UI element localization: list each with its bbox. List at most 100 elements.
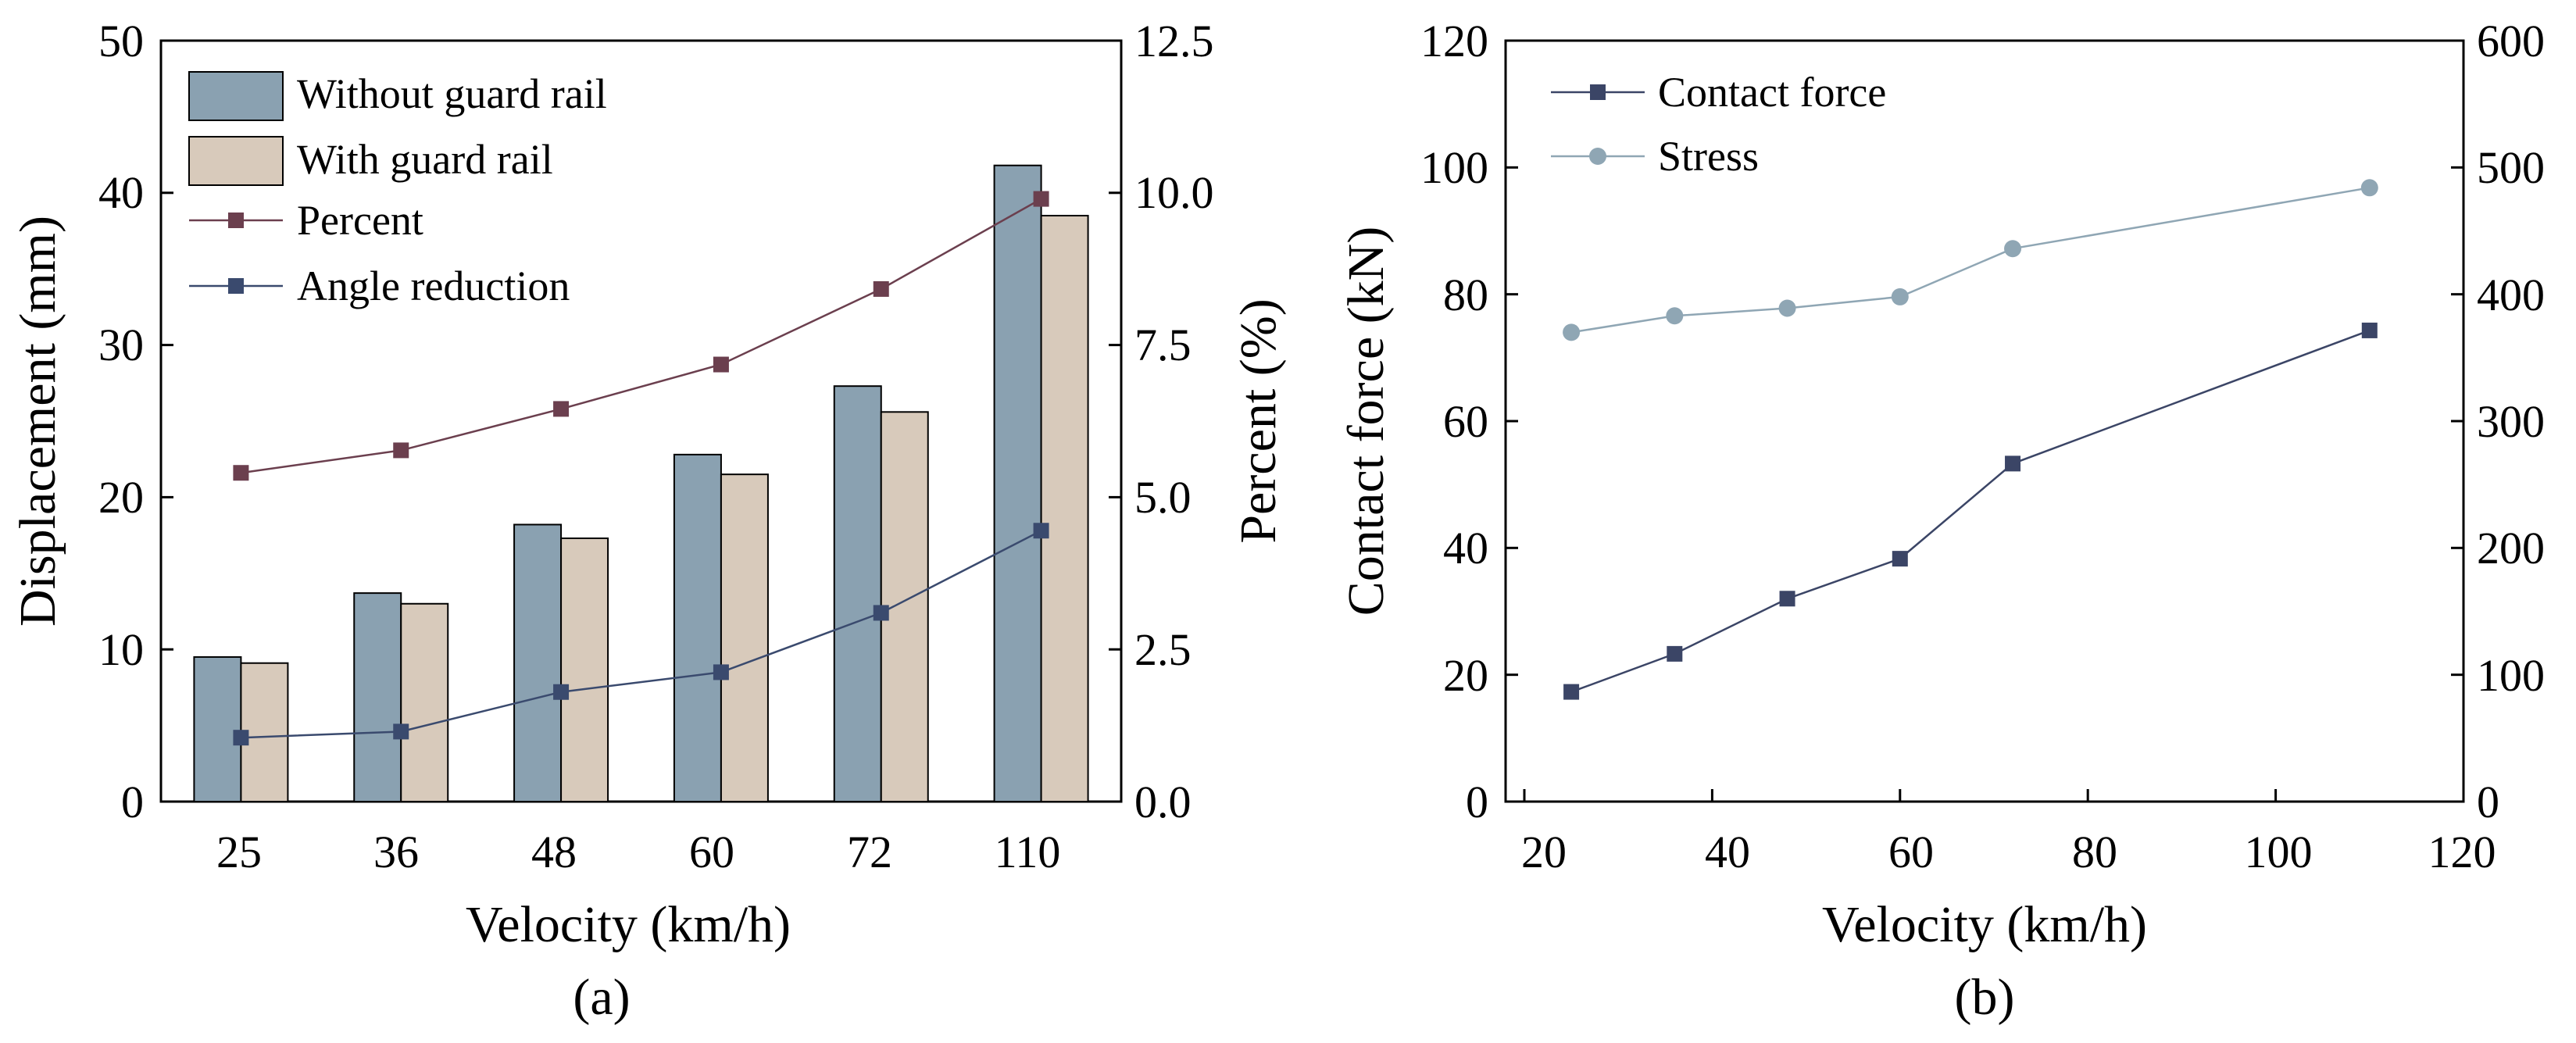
y2-tick-label: 0.0	[1134, 777, 1192, 827]
legend-marker-percent	[228, 213, 244, 228]
y2-tick-label: 400	[2477, 270, 2545, 320]
point-angle-reduction	[233, 730, 249, 746]
x-tick-label: 72	[847, 827, 892, 877]
bar-with-guard-rail	[720, 473, 769, 802]
legend-swatch-with-guard-rail	[188, 136, 284, 186]
x-tick-label: 100	[2245, 827, 2313, 877]
bars-a	[193, 164, 1089, 803]
point-angle-reduction	[393, 723, 409, 740]
x-tick-label: 110	[995, 827, 1061, 877]
legend-label: Without guard rail	[297, 70, 607, 117]
point-contact-force	[1779, 591, 1795, 607]
y2-tick-label: 0	[2477, 777, 2499, 827]
y2-tick-labels-a: 0.0 2.5 5.0 7.5 10.0 12.5	[1134, 16, 1214, 827]
point-contact-force	[2361, 322, 2378, 338]
x-tick-label: 36	[373, 827, 419, 877]
x-axis-title-b: Velocity (km/h)	[1822, 896, 2147, 953]
y2-tick-labels-b: 0 100 200 300 400 500 600	[2477, 16, 2545, 827]
y-tick-label: 40	[98, 167, 144, 218]
legend-marker-angle-reduction	[228, 278, 244, 294]
bar-with-guard-rail	[1040, 215, 1089, 802]
tick-marks-b	[1506, 39, 2465, 802]
y2-tick-label: 12.5	[1134, 16, 1214, 66]
legend-label: Stress	[1658, 133, 1759, 180]
y2-tick-label: 7.5	[1134, 320, 1192, 370]
y-tick-label: 40	[1443, 523, 1488, 573]
y2-tick-label: 500	[2477, 142, 2545, 193]
bar-with-guard-rail	[560, 537, 609, 802]
plot-area-b	[1504, 39, 2465, 803]
legend-label: Percent	[297, 197, 423, 244]
y-tick-label: 10	[98, 624, 144, 675]
x-tick-label: 60	[1888, 827, 1934, 877]
point-percent	[713, 356, 729, 373]
y-tick-label: 0	[1466, 777, 1488, 827]
point-percent	[233, 465, 249, 481]
point-stress	[1891, 288, 1909, 305]
point-percent	[1033, 191, 1049, 207]
point-contact-force	[1892, 551, 1908, 567]
y2-tick-label: 600	[2477, 16, 2545, 66]
panel-label-b: (b)	[1955, 969, 2015, 1026]
y-axis-title-b: Contact force (kN)	[1338, 227, 1395, 616]
bar-without-guard-rail	[833, 385, 882, 803]
point-angle-reduction	[1033, 523, 1049, 539]
point-stress	[1778, 299, 1796, 317]
y2-tick-label: 10.0	[1134, 167, 1214, 218]
x-tick-label: 48	[531, 827, 577, 877]
line-percent	[241, 198, 1042, 474]
y2-tick-label: 200	[2477, 523, 2545, 573]
y-tick-label: 50	[98, 16, 144, 66]
x-tick-labels-b: 20 40 60 80 100 120	[1521, 827, 2496, 877]
line-stress	[1570, 187, 2371, 334]
y-tick-label: 30	[98, 320, 144, 370]
y2-tick-label: 2.5	[1134, 624, 1192, 675]
point-contact-force	[1563, 684, 1580, 700]
y-tick-labels-b: 0 20 40 60 80 100 120	[1420, 16, 1488, 827]
point-angle-reduction	[553, 684, 570, 700]
x-tick-label: 60	[689, 827, 734, 877]
bar-without-guard-rail	[513, 523, 563, 802]
line-contact-force	[1570, 329, 2371, 693]
y-tick-label: 80	[1443, 270, 1488, 320]
legend-label: Angle reduction	[297, 263, 570, 309]
point-stress	[1666, 307, 1684, 325]
chart-panel-b: 0 20 40 60 80 100 120 0 100 200 300 400 …	[1338, 16, 2545, 1026]
bar-without-guard-rail	[993, 164, 1042, 802]
tick-marks-a	[161, 39, 1121, 651]
x-axis-title-a: Velocity (km/h)	[466, 896, 791, 953]
x-tick-label: 25	[216, 827, 262, 877]
y-tick-label: 0	[121, 777, 144, 827]
x-tick-label: 120	[2428, 827, 2496, 877]
point-contact-force	[2005, 455, 2021, 472]
legend-swatch-without-guard-rail	[188, 71, 284, 121]
bar-with-guard-rail	[400, 602, 449, 803]
bar-without-guard-rail	[673, 453, 722, 803]
chart-panel-a: 0 10 20 30 40 50 0.0 2.5 5.0 7.5 10.0 12…	[9, 16, 1287, 1026]
y-tick-label: 20	[1443, 650, 1488, 701]
x-tick-labels-a: 25 36 48 60 72 110	[216, 827, 1060, 877]
legend-marker-stress	[1589, 148, 1606, 165]
y-tick-labels-a: 0 10 20 30 40 50	[98, 16, 144, 827]
bar-without-guard-rail	[193, 655, 242, 802]
legend-marker-contact-force	[1590, 84, 1606, 100]
y-axis-title-a: Displacement (mm)	[9, 216, 66, 627]
plot-area-a	[159, 39, 1123, 803]
lines-a	[233, 191, 1049, 746]
y2-tick-label: 100	[2477, 650, 2545, 701]
point-contact-force	[1667, 645, 1683, 662]
point-stress	[1563, 323, 1581, 341]
bar-without-guard-rail	[353, 592, 402, 803]
x-tick-label: 40	[1705, 827, 1750, 877]
y2-axis-title-a: Percent (%)	[1230, 298, 1287, 543]
legend-label: Contact force	[1658, 69, 1886, 116]
legend-b: Contact force Stress	[1551, 69, 1886, 180]
point-percent	[393, 442, 409, 459]
line-angle-reduction	[241, 530, 1042, 739]
point-stress	[2004, 240, 2022, 258]
y2-tick-label: 300	[2477, 396, 2545, 447]
y-tick-label: 120	[1420, 16, 1488, 66]
y-tick-label: 20	[98, 472, 144, 523]
point-angle-reduction	[713, 664, 729, 680]
y-tick-label: 100	[1420, 142, 1488, 193]
